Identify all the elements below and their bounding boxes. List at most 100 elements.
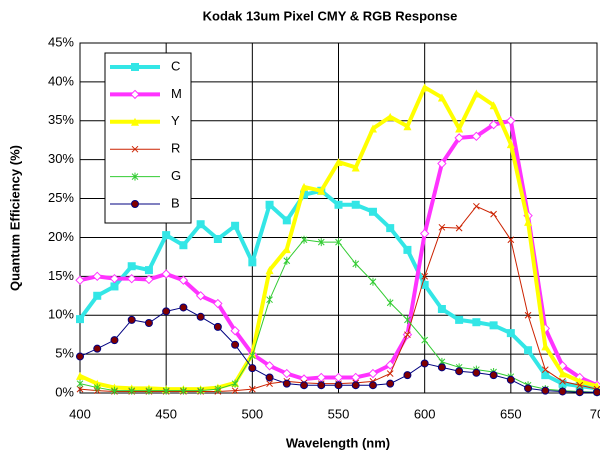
marker xyxy=(248,364,257,373)
marker xyxy=(76,379,84,388)
chart-title: Kodak 13um Pixel CMY & RGB Response xyxy=(203,8,458,23)
marker xyxy=(351,200,360,209)
marker xyxy=(351,163,360,172)
y-tick-label: 0% xyxy=(55,384,74,399)
marker xyxy=(420,359,429,368)
marker xyxy=(334,158,343,166)
marker xyxy=(179,241,188,250)
marker xyxy=(437,93,446,102)
marker xyxy=(403,122,412,131)
y-tick-label: 15% xyxy=(48,268,74,283)
marker xyxy=(127,315,136,324)
marker xyxy=(419,228,430,239)
y-tick-label: 25% xyxy=(48,190,74,205)
marker xyxy=(420,280,429,289)
marker xyxy=(265,266,274,275)
marker xyxy=(231,387,239,395)
marker xyxy=(162,386,170,395)
marker xyxy=(541,342,550,351)
marker xyxy=(368,368,378,379)
marker xyxy=(266,380,273,388)
marker xyxy=(195,291,206,301)
marker xyxy=(127,262,136,271)
marker xyxy=(489,371,498,380)
marker xyxy=(214,385,222,394)
marker xyxy=(455,224,463,232)
marker xyxy=(506,329,515,338)
marker xyxy=(455,315,464,324)
marker xyxy=(317,238,325,247)
marker xyxy=(248,385,256,393)
marker xyxy=(524,217,533,226)
marker xyxy=(213,298,223,309)
x-tick-label: 500 xyxy=(241,406,263,421)
marker xyxy=(386,224,395,233)
marker xyxy=(403,371,412,380)
marker xyxy=(248,258,257,267)
series xyxy=(76,186,600,393)
marker xyxy=(524,384,533,393)
series xyxy=(75,116,600,390)
x-tick-label: 450 xyxy=(155,406,177,421)
marker xyxy=(126,273,137,284)
marker xyxy=(541,366,549,374)
marker xyxy=(197,386,204,395)
marker xyxy=(266,295,273,304)
marker xyxy=(76,385,84,393)
marker xyxy=(437,363,446,372)
marker xyxy=(368,124,377,133)
marker xyxy=(490,210,497,218)
marker xyxy=(162,231,171,240)
marker xyxy=(559,377,566,385)
marker xyxy=(437,305,446,313)
marker xyxy=(558,369,567,378)
marker xyxy=(76,352,84,361)
marker xyxy=(248,351,256,360)
marker xyxy=(524,311,532,319)
legend-label: R xyxy=(171,141,180,156)
marker xyxy=(351,381,360,390)
marker xyxy=(144,266,153,275)
legend-label: M xyxy=(171,86,182,101)
marker xyxy=(335,238,342,247)
marker xyxy=(264,361,275,371)
marker xyxy=(231,221,240,230)
marker xyxy=(386,379,395,388)
marker xyxy=(404,315,411,324)
legend-label: Y xyxy=(171,113,180,128)
y-tick-label: 45% xyxy=(48,34,74,49)
x-tick-label: 600 xyxy=(414,406,436,421)
marker xyxy=(282,245,291,254)
marker xyxy=(144,274,154,285)
marker xyxy=(300,190,309,199)
marker xyxy=(131,63,139,71)
marker xyxy=(180,386,187,395)
marker xyxy=(161,269,171,279)
marker xyxy=(575,388,584,397)
marker xyxy=(282,379,291,388)
marker xyxy=(317,381,326,390)
marker xyxy=(231,379,239,388)
marker xyxy=(145,386,153,395)
marker xyxy=(489,101,498,110)
marker xyxy=(541,386,550,395)
marker xyxy=(385,360,395,370)
marker xyxy=(454,133,464,143)
marker xyxy=(455,367,464,376)
marker xyxy=(489,321,498,330)
marker xyxy=(352,259,360,268)
y-tick-label: 5% xyxy=(55,346,74,361)
legend-label: B xyxy=(171,195,180,210)
y-tick-label: 35% xyxy=(48,112,74,127)
marker xyxy=(438,223,446,231)
y-tick-label: 10% xyxy=(48,307,74,322)
x-tick-label: 400 xyxy=(69,406,91,421)
series xyxy=(76,303,600,397)
marker xyxy=(109,273,120,284)
marker xyxy=(437,158,447,169)
marker xyxy=(506,375,515,384)
x-tick-label: 650 xyxy=(500,406,522,421)
marker xyxy=(403,245,412,254)
marker xyxy=(558,379,567,388)
marker xyxy=(131,145,139,153)
